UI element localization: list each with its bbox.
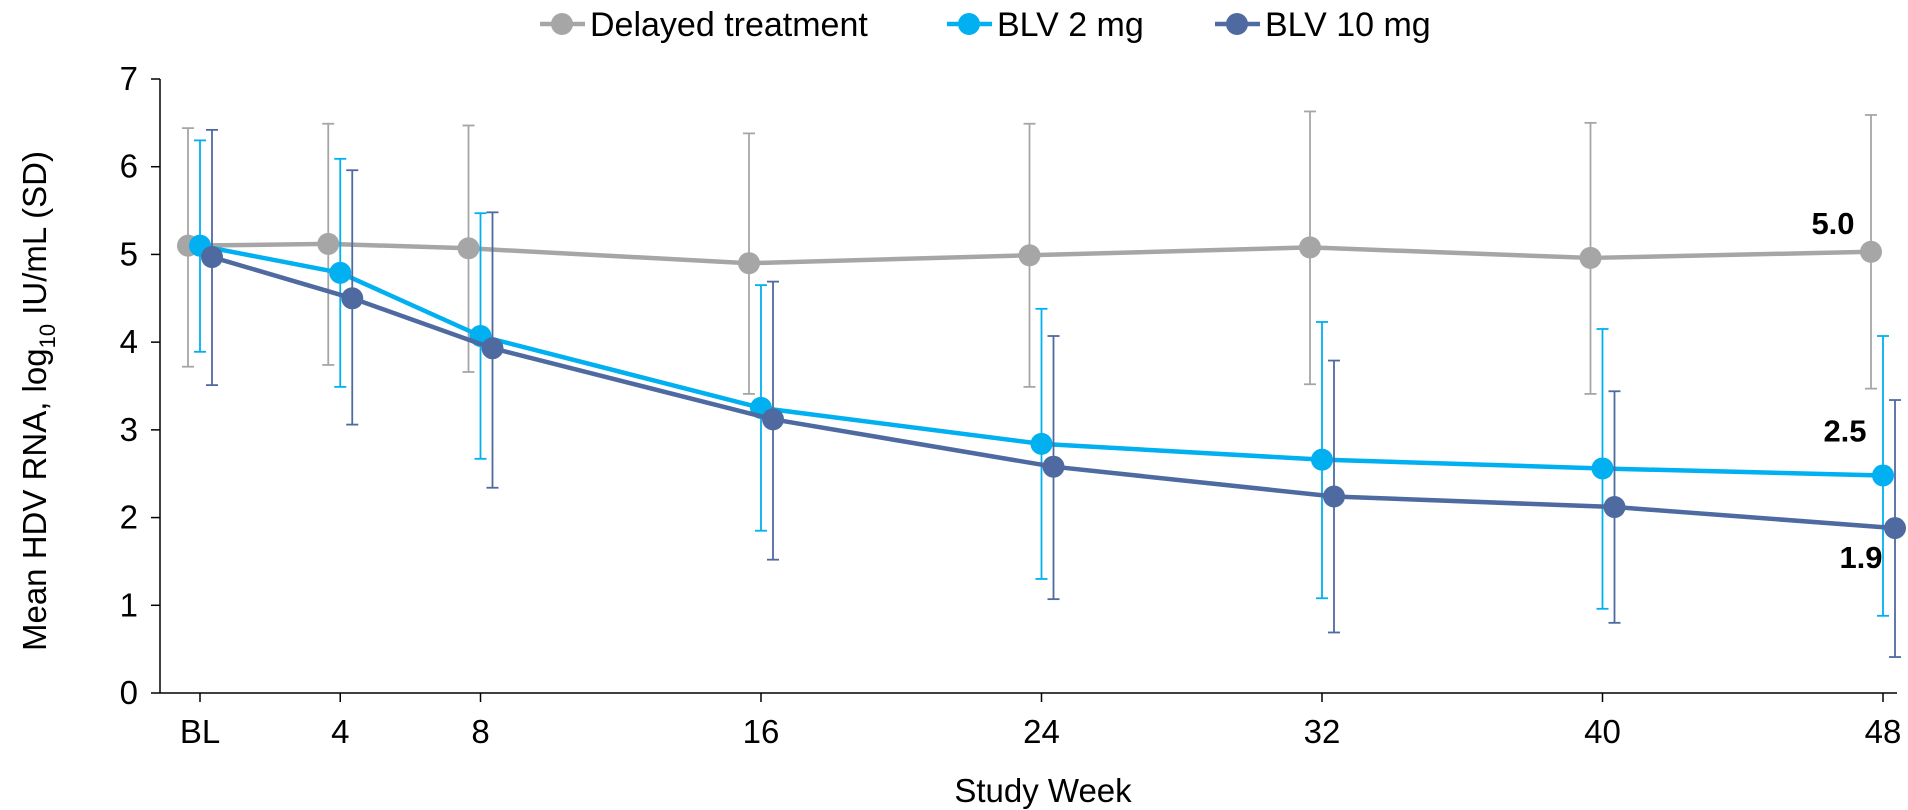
x-tick-label: BL [180, 713, 220, 750]
y-tick-label: 0 [120, 674, 138, 711]
series-blv-10-mg: 1.9 [201, 128, 1906, 658]
data-point [1323, 485, 1345, 508]
legend-swatch-marker [551, 13, 573, 35]
data-point [1579, 246, 1602, 269]
plot-area: 5.0 2.5 1.9 [177, 110, 1906, 658]
end-value-label: 1.9 [1839, 540, 1882, 575]
data-point [1042, 455, 1065, 478]
data-point [762, 408, 784, 431]
data-point [1872, 464, 1894, 487]
y-axis-title: Mean HDV RNA, log10 IU/mL (SD) [16, 151, 60, 651]
y-tick-label: 7 [120, 60, 138, 97]
x-tick-label: 4 [331, 713, 349, 750]
series-delayed-treatment: 5.0 [177, 110, 1882, 395]
y-tick-label: 4 [120, 323, 138, 360]
legend-item: Delayed treatment [540, 6, 868, 44]
x-axis-title: Study Week [954, 772, 1132, 809]
y-tick-label: 2 [120, 499, 138, 536]
data-point [329, 261, 352, 284]
series-line [199, 243, 1884, 478]
data-point [341, 287, 364, 310]
legend-label: BLV 10 mg [1265, 6, 1431, 44]
x-tick-label: 24 [1023, 713, 1060, 750]
x-tick-label: 32 [1304, 713, 1341, 750]
series-blv-2-mg: 2.5 [189, 139, 1894, 617]
legend: Delayed treatment BLV 2 mg BLV 10 mg [540, 6, 1431, 44]
data-point [1591, 457, 1614, 480]
data-point [1030, 432, 1053, 455]
end-value-label: 5.0 [1811, 206, 1854, 241]
legend-item: BLV 2 mg [947, 6, 1144, 44]
y-tick-label: 1 [120, 586, 138, 623]
data-point [1311, 448, 1333, 471]
x-tick-label: 8 [471, 713, 489, 750]
end-value-label: 2.5 [1823, 413, 1866, 448]
x-tick-label: 48 [1865, 713, 1902, 750]
series-line [211, 254, 1896, 531]
y-tick-label: 3 [120, 411, 138, 448]
y-tick-label: 6 [120, 148, 138, 185]
legend-item: BLV 10 mg [1215, 6, 1431, 44]
legend-swatch-marker [958, 13, 980, 35]
x-tick-label: 16 [743, 713, 780, 750]
data-point [201, 246, 223, 269]
data-point [457, 237, 480, 260]
data-point [1018, 244, 1041, 267]
data-point [317, 232, 340, 255]
data-point [1860, 240, 1882, 263]
x-tick-label: 40 [1584, 713, 1621, 750]
legend-label: Delayed treatment [590, 6, 868, 44]
data-point [1603, 496, 1626, 519]
y-tick-label: 5 [120, 235, 138, 272]
data-point [1299, 236, 1321, 259]
data-point [1884, 517, 1906, 540]
legend-swatch-marker [1226, 13, 1248, 35]
data-point [738, 252, 760, 275]
data-point [481, 337, 504, 360]
legend-label: BLV 2 mg [997, 6, 1144, 44]
